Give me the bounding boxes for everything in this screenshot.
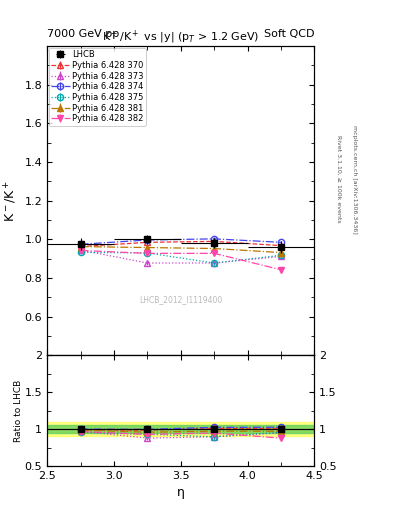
Bar	[47, 422, 314, 436]
Title: K$^-$/K$^+$ vs |y| (p$_T$ > 1.2 GeV): K$^-$/K$^+$ vs |y| (p$_T$ > 1.2 GeV)	[102, 29, 259, 46]
Bar	[47, 425, 314, 433]
Y-axis label: Ratio to LHCB: Ratio to LHCB	[14, 379, 23, 442]
Text: mcplots.cern.ch [arXiv:1306.3436]: mcplots.cern.ch [arXiv:1306.3436]	[352, 125, 357, 233]
Text: 7000 GeV pp: 7000 GeV pp	[47, 29, 119, 39]
Legend: LHCB, Pythia 6.428 370, Pythia 6.428 373, Pythia 6.428 374, Pythia 6.428 375, Py: LHCB, Pythia 6.428 370, Pythia 6.428 373…	[49, 48, 146, 126]
Text: Soft QCD: Soft QCD	[264, 29, 314, 39]
Text: Rivet 3.1.10, ≥ 100k events: Rivet 3.1.10, ≥ 100k events	[336, 135, 341, 223]
Text: LHCB_2012_I1119400: LHCB_2012_I1119400	[139, 295, 222, 304]
X-axis label: η: η	[177, 486, 185, 499]
Y-axis label: K$^-$/K$^+$: K$^-$/K$^+$	[3, 180, 19, 222]
